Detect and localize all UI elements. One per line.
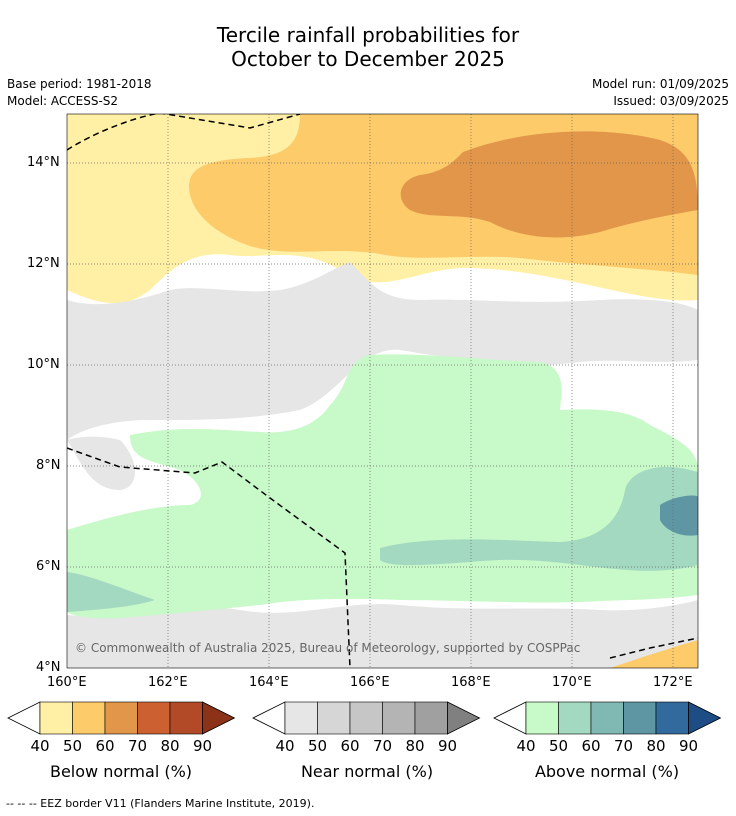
colorbar-segment <box>284 701 318 735</box>
colorbar-segment <box>104 701 138 735</box>
lon-label-164: 164°E <box>249 675 289 690</box>
colorbar-max-arrow <box>447 701 481 735</box>
lat-label-14: 14°N <box>27 155 60 170</box>
colorbar-tick-label: 40 <box>516 737 536 755</box>
colorbar-tick-label: 70 <box>127 737 148 755</box>
colorbar-tick-label: 50 <box>307 737 328 755</box>
colorbars <box>7 701 722 735</box>
colorbar-max-arrow <box>688 701 722 735</box>
colorbar-tick-label: 80 <box>160 737 180 755</box>
chart-title-line1: Tercile rainfall probabilities for <box>216 23 520 47</box>
eez-border <box>67 114 698 668</box>
map-frame <box>66 113 699 669</box>
colorbar-segment <box>414 701 448 735</box>
colorbar-segment <box>39 701 73 735</box>
colorbar-tick-label: 70 <box>372 737 393 755</box>
near-normal-north-region <box>67 262 698 440</box>
colorbar-tick-label: 60 <box>340 737 360 755</box>
colorbar-tick-label: 90 <box>678 737 699 755</box>
above-normal-50-region <box>380 466 698 571</box>
lon-label-166: 166°E <box>350 675 390 690</box>
colorbar-tick-label: 90 <box>192 737 213 755</box>
near-normal-south-region <box>67 600 698 668</box>
colorbar-tick-label: 80 <box>405 737 425 755</box>
colorbar-segment <box>72 701 106 735</box>
copyright-notice: © Commonwealth of Australia 2025, Bureau… <box>75 641 581 655</box>
model-run: Model run: 01/09/2025 <box>591 77 729 91</box>
lon-label-172: 172°E <box>653 675 693 690</box>
colorbar-segment <box>317 701 351 735</box>
lon-label-170: 170°E <box>552 675 592 690</box>
graticule <box>67 114 698 668</box>
colorbar-tick-label: 60 <box>581 737 601 755</box>
model-name: Model: ACCESS-S2 <box>7 94 119 108</box>
below-normal-corner-region <box>610 640 698 668</box>
colorbar-tick-label: 40 <box>30 737 50 755</box>
lon-label-160: 160°E <box>47 675 87 690</box>
colorbar-tick-label: 50 <box>548 737 569 755</box>
eez-footnote: -- -- -- EEZ border V11 (Flanders Marine… <box>6 797 315 810</box>
map-area <box>67 114 698 668</box>
colorbar-label-below: Below normal (%) <box>49 762 193 781</box>
colorbar-segment <box>558 701 592 735</box>
colorbar-segment <box>349 701 383 735</box>
lat-label-12: 12°N <box>27 256 60 271</box>
above-normal-60-region <box>660 495 698 536</box>
colorbar-segment <box>137 701 171 735</box>
chart-title-line2: October to December 2025 <box>231 47 505 71</box>
lat-label-6: 6°N <box>36 559 61 574</box>
colorbar-segment <box>655 701 689 735</box>
above-normal-50-west-region <box>67 572 155 612</box>
lon-label-162: 162°E <box>148 675 188 690</box>
colorbar-max-arrow <box>202 701 236 735</box>
colorbar-min-arrow <box>252 701 286 735</box>
below-normal-60-region <box>400 131 698 238</box>
colorbar-label-near: Near normal (%) <box>300 762 434 781</box>
colorbar-segment <box>623 701 657 735</box>
colorbar-tick-label: 50 <box>62 737 83 755</box>
colorbar-segment <box>169 701 203 735</box>
colorbar-tick-label: 60 <box>95 737 115 755</box>
near-normal-west-region <box>67 436 135 490</box>
lat-label-10: 10°N <box>27 357 60 372</box>
colorbar-tick-label: 70 <box>613 737 634 755</box>
colorbar-segment <box>525 701 559 735</box>
colorbar-segment <box>382 701 416 735</box>
colorbar-min-arrow <box>7 701 41 735</box>
lon-label-168: 168°E <box>451 675 491 690</box>
colorbar-label-above: Above normal (%) <box>534 762 680 781</box>
lat-label-4: 4°N <box>36 660 61 675</box>
issued-date: Issued: 03/09/2025 <box>613 94 729 108</box>
base-period: Base period: 1981-2018 <box>7 77 152 91</box>
colorbar-tick-label: 80 <box>646 737 666 755</box>
colorbar-min-arrow <box>493 701 527 735</box>
colorbar-tick-label: 90 <box>437 737 458 755</box>
colorbar-segment <box>590 701 624 735</box>
lat-label-8: 8°N <box>36 458 61 473</box>
colorbar-tick-label: 40 <box>275 737 295 755</box>
